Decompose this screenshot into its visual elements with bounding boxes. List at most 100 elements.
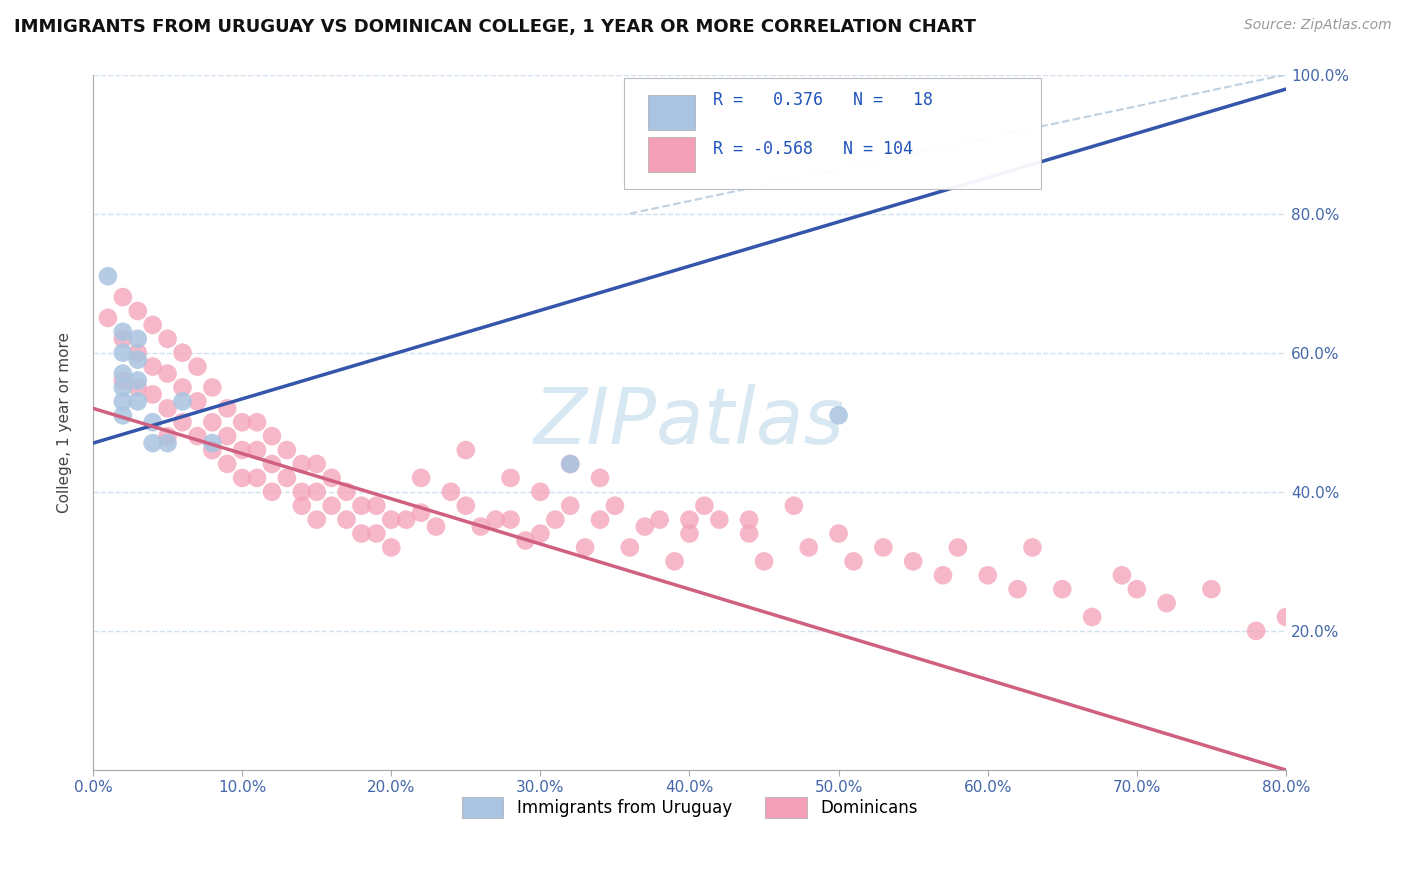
Point xyxy=(544,513,567,527)
Point xyxy=(797,541,820,555)
Point xyxy=(1081,610,1104,624)
Point xyxy=(932,568,955,582)
Point xyxy=(529,526,551,541)
Bar xyxy=(648,95,696,130)
Point xyxy=(246,443,269,458)
Point xyxy=(97,310,120,325)
Point xyxy=(127,352,149,367)
Point xyxy=(127,380,149,394)
Point xyxy=(201,436,224,450)
Text: R =   0.376   N =   18: R = 0.376 N = 18 xyxy=(713,91,934,109)
Point xyxy=(305,484,328,499)
Point xyxy=(111,409,134,423)
Point xyxy=(1275,610,1298,624)
Point xyxy=(366,526,388,541)
FancyBboxPatch shape xyxy=(624,78,1042,189)
Point xyxy=(260,457,283,471)
Point xyxy=(589,471,612,485)
Point xyxy=(217,401,239,416)
Point xyxy=(276,471,298,485)
Text: IMMIGRANTS FROM URUGUAY VS DOMINICAN COLLEGE, 1 YEAR OR MORE CORRELATION CHART: IMMIGRANTS FROM URUGUAY VS DOMINICAN COL… xyxy=(14,18,976,36)
Point xyxy=(1052,582,1074,597)
Point xyxy=(366,499,388,513)
Point xyxy=(217,457,239,471)
Point xyxy=(321,499,343,513)
Point xyxy=(156,436,179,450)
Point xyxy=(603,499,626,513)
Point xyxy=(560,457,582,471)
Point xyxy=(276,443,298,458)
Point xyxy=(664,554,686,568)
Point xyxy=(499,513,522,527)
Point xyxy=(231,415,253,429)
Text: R = -0.568   N = 104: R = -0.568 N = 104 xyxy=(713,140,914,158)
Point xyxy=(142,436,165,450)
Point xyxy=(409,471,432,485)
Point xyxy=(425,519,447,533)
Point xyxy=(172,394,194,409)
Point xyxy=(499,471,522,485)
Point xyxy=(142,415,165,429)
Text: ZIPatlas: ZIPatlas xyxy=(534,384,845,460)
Point xyxy=(127,374,149,388)
Point xyxy=(560,457,582,471)
Point xyxy=(709,513,731,527)
Point xyxy=(409,506,432,520)
Point xyxy=(380,541,402,555)
Point xyxy=(291,457,314,471)
Point xyxy=(111,325,134,339)
Point xyxy=(693,499,716,513)
Point xyxy=(291,484,314,499)
Point xyxy=(201,380,224,394)
Point xyxy=(305,457,328,471)
Point xyxy=(901,554,924,568)
Point xyxy=(470,519,492,533)
Point xyxy=(946,541,969,555)
Point xyxy=(97,269,120,284)
Point xyxy=(752,554,775,568)
Point xyxy=(872,541,894,555)
Point xyxy=(201,415,224,429)
Point xyxy=(678,513,700,527)
Y-axis label: College, 1 year or more: College, 1 year or more xyxy=(58,332,72,513)
Point xyxy=(648,513,671,527)
Point xyxy=(380,513,402,527)
Point xyxy=(127,304,149,318)
Point xyxy=(156,429,179,443)
Point xyxy=(454,499,477,513)
Point xyxy=(395,513,418,527)
Point xyxy=(335,484,357,499)
Point xyxy=(260,429,283,443)
Point xyxy=(560,499,582,513)
Point xyxy=(260,484,283,499)
Point xyxy=(142,359,165,374)
Point xyxy=(1201,582,1223,597)
Point xyxy=(1126,582,1149,597)
Point xyxy=(291,499,314,513)
Point xyxy=(111,332,134,346)
Point xyxy=(217,429,239,443)
Point xyxy=(1111,568,1133,582)
Point xyxy=(1021,541,1043,555)
Point xyxy=(156,332,179,346)
Point xyxy=(350,526,373,541)
Point xyxy=(142,318,165,332)
Point xyxy=(335,513,357,527)
Point xyxy=(186,394,208,409)
Text: Source: ZipAtlas.com: Source: ZipAtlas.com xyxy=(1244,18,1392,32)
Point xyxy=(231,443,253,458)
Point xyxy=(574,541,596,555)
Point xyxy=(111,394,134,409)
Point xyxy=(156,401,179,416)
Bar xyxy=(648,137,696,172)
Point xyxy=(350,499,373,513)
Point xyxy=(127,394,149,409)
Point xyxy=(515,533,537,548)
Point xyxy=(738,513,761,527)
Point xyxy=(454,443,477,458)
Legend: Immigrants from Uruguay, Dominicans: Immigrants from Uruguay, Dominicans xyxy=(454,790,924,824)
Point xyxy=(111,367,134,381)
Point xyxy=(440,484,463,499)
Point xyxy=(127,332,149,346)
Point xyxy=(1007,582,1029,597)
